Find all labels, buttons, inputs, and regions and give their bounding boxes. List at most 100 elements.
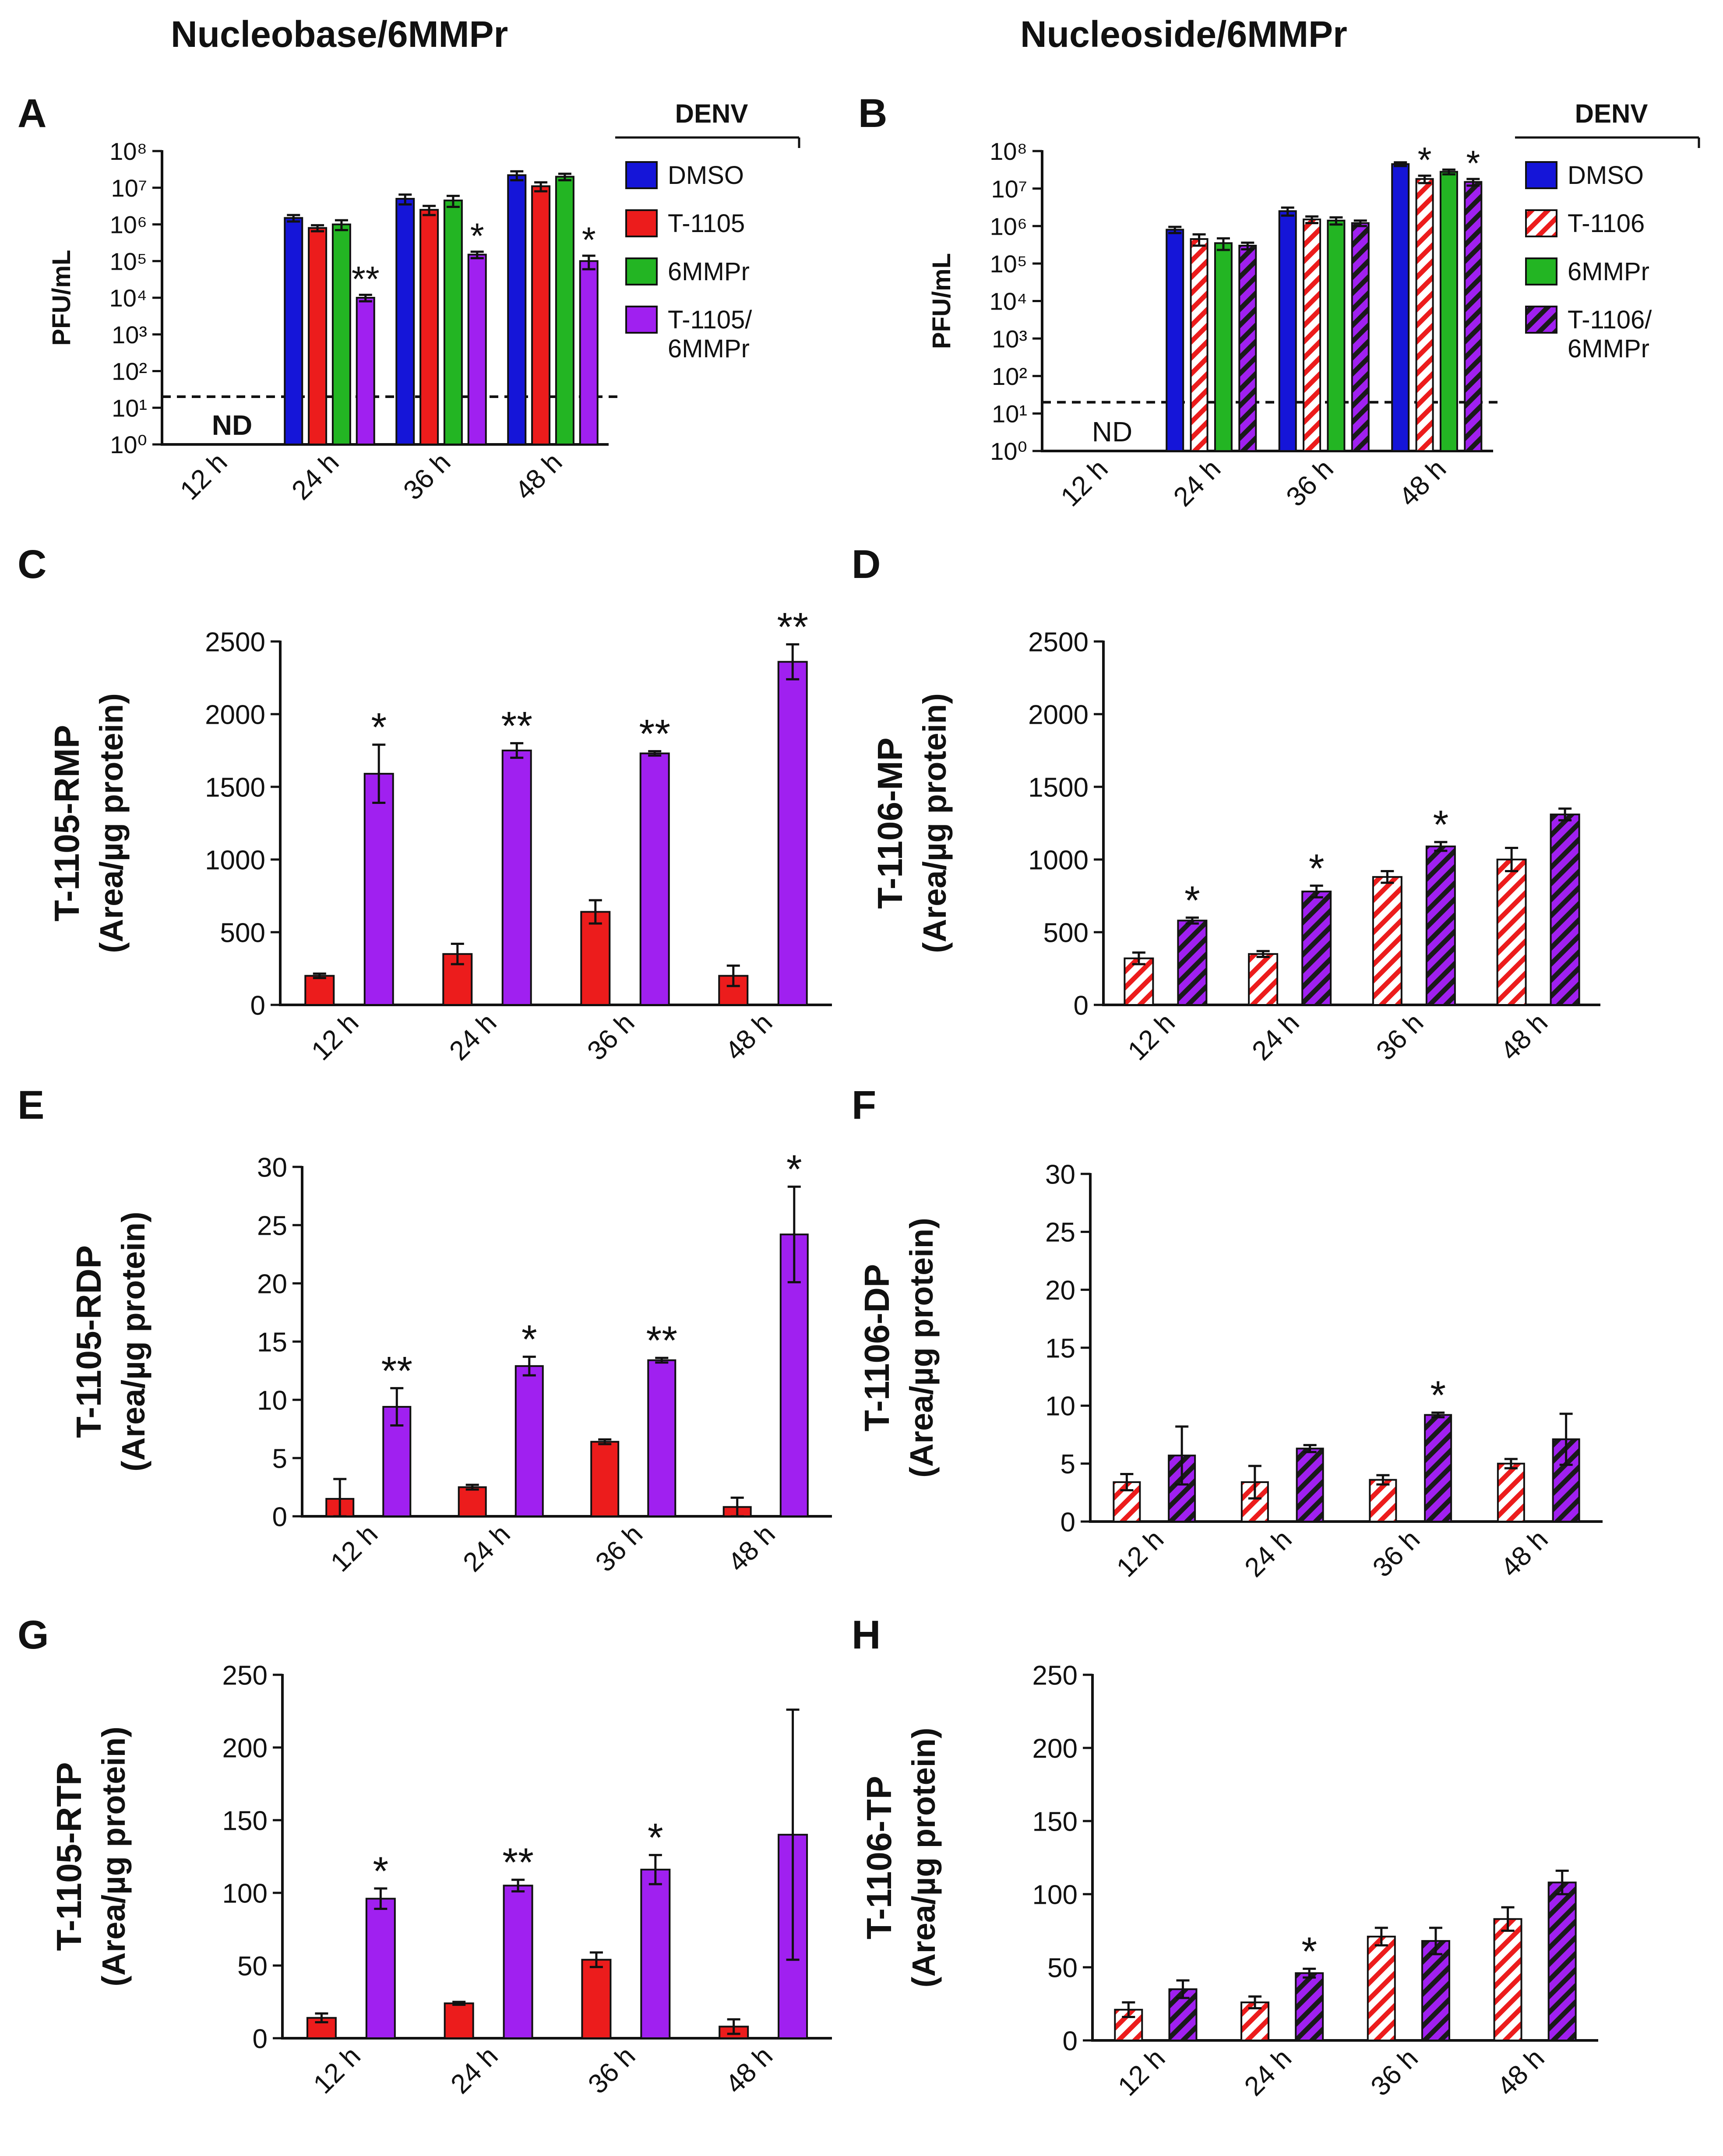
- y-tick-label-B: 10⁷: [991, 175, 1027, 203]
- bar-H-T1106-3: [1493, 1918, 1522, 2041]
- y-tick-label-B: 10¹: [992, 400, 1027, 428]
- legend-swatch-B-0: [1525, 161, 1557, 189]
- y-tick-label-A: 10¹: [112, 394, 147, 422]
- panel-letter-G: G: [18, 1613, 49, 1657]
- y-tick-label-D: 2500: [1028, 627, 1089, 657]
- significance-marker-G: *: [373, 1849, 388, 1894]
- bar-E-T11056MMPr-2: [647, 1359, 677, 1518]
- bar-B-T1106-2: [1303, 218, 1321, 452]
- significance-marker-A: *: [582, 220, 596, 260]
- significance-marker-F: *: [1430, 1373, 1446, 1418]
- y-tick-label-D: 500: [1043, 918, 1089, 948]
- y-tick-label-H: 100: [1032, 1880, 1078, 1910]
- chart-panel-D: D 0 500 1000 1500 2000 2500 T-1106-MP (Area/µg p…: [852, 542, 1600, 1066]
- y-axis-sublabel-H: (Area/µg protein): [906, 1728, 942, 1988]
- bar-C-T1105-2: [580, 911, 611, 1006]
- bar-G-T11056MMPr-2: [640, 1868, 671, 2039]
- significance-marker-B: *: [1418, 140, 1432, 180]
- y-tick-label-A: 10⁶: [110, 211, 147, 239]
- legend-swatch-A-3: [625, 306, 658, 334]
- panel-letter-B: B: [858, 91, 887, 136]
- bar-C-T11056MMPr-1: [501, 750, 532, 1006]
- y-axis-sublabel-G: (Area/µg protein): [95, 1726, 132, 1987]
- bar-G-T11056MMPr-0: [365, 1898, 396, 2039]
- x-tick-label-G: 12 h: [308, 2041, 366, 2100]
- right-column-title: Nucleoside/6MMPr: [1020, 14, 1347, 55]
- y-axis-label-C: T-1105-RMP: [47, 725, 86, 921]
- bar-F-T1106-2: [1369, 1479, 1397, 1522]
- y-axis-label-A: PFU/mL: [47, 250, 76, 345]
- x-tick-label-C: 48 h: [719, 1008, 778, 1066]
- y-tick-label-G: 50: [237, 1951, 268, 1981]
- y-tick-label-B: 10⁴: [990, 288, 1027, 315]
- bar-E-T1105-2: [590, 1441, 620, 1518]
- y-tick-label-A: 10²: [112, 358, 147, 385]
- panel-letter-D: D: [852, 542, 881, 587]
- bar-A-T1105-3: [531, 185, 551, 445]
- y-tick-label-A: 10³: [112, 321, 147, 349]
- bar-A-DMSO-2: [395, 197, 415, 446]
- x-tick-label-H: 36 h: [1365, 2043, 1424, 2102]
- x-tick-label-G: 48 h: [720, 2041, 779, 2100]
- x-tick-label-D: 48 h: [1495, 1008, 1554, 1066]
- significance-marker-A: **: [352, 259, 380, 299]
- y-axis-sublabel-C: (Area/µg protein): [93, 693, 130, 953]
- significance-marker-E: *: [521, 1318, 537, 1362]
- x-tick-label-D: 24 h: [1246, 1008, 1305, 1066]
- x-tick-label-A: 12 h: [174, 447, 233, 506]
- y-tick-label-E: 0: [272, 1502, 287, 1532]
- y-tick-label-F: 5: [1061, 1449, 1075, 1480]
- significance-marker-E: **: [381, 1349, 412, 1393]
- y-tick-label-H: 200: [1032, 1733, 1078, 1764]
- bar-F-T1106-1: [1240, 1481, 1269, 1523]
- bar-A-DMSO-3: [507, 174, 527, 446]
- legend-swatch-A-2: [625, 257, 658, 285]
- x-tick-label-A: 48 h: [509, 447, 568, 506]
- x-tick-label-B: 12 h: [1055, 454, 1114, 512]
- y-tick-label-B: 10³: [992, 325, 1027, 352]
- legend-title-B: DENV: [1575, 99, 1648, 128]
- legend-swatch-A-1: [625, 209, 658, 237]
- y-tick-label-D: 1000: [1028, 845, 1089, 875]
- bar-A-6MMPr-2: [443, 199, 463, 445]
- x-tick-label-F: 36 h: [1367, 1524, 1426, 1583]
- y-tick-label-C: 1500: [205, 772, 265, 803]
- panel-letter-C: C: [18, 542, 46, 587]
- bar-E-T1105-1: [458, 1486, 487, 1517]
- y-axis-label-B: PFU/mL: [927, 253, 956, 349]
- legend-label-B-0: DMSO: [1568, 161, 1644, 190]
- y-tick-label-E: 25: [257, 1211, 287, 1241]
- y-tick-label-C: 2000: [205, 700, 265, 730]
- nd-label-B: ND: [1092, 416, 1132, 447]
- y-tick-label-C: 1000: [205, 845, 265, 875]
- y-tick-label-G: 0: [253, 2024, 268, 2054]
- x-tick-label-B: 24 h: [1168, 454, 1226, 512]
- y-tick-label-E: 10: [257, 1385, 287, 1416]
- y-tick-label-C: 500: [220, 918, 265, 948]
- bar-B-DMSO-3: [1391, 163, 1410, 452]
- y-tick-label-A: 10⁴: [109, 284, 147, 312]
- x-tick-label-H: 12 h: [1112, 2043, 1171, 2102]
- bar-D-T1106-0: [1124, 957, 1154, 1006]
- bar-B-6MMPr-2: [1327, 219, 1346, 452]
- panel-letter-H: H: [852, 1613, 881, 1657]
- legend-swatch-B-1: [1525, 209, 1557, 237]
- y-tick-label-F: 20: [1045, 1275, 1075, 1306]
- x-tick-label-E: 24 h: [458, 1519, 516, 1578]
- legend-swatch-A-0: [625, 161, 658, 189]
- significance-marker-A: *: [470, 216, 484, 256]
- bar-B-T11066MMPr-3: [1464, 181, 1483, 452]
- bar-A-T11056MMPr-1: [356, 297, 375, 445]
- y-tick-label-H: 50: [1047, 1953, 1078, 1983]
- left-column-title: Nucleobase/6MMPr: [171, 14, 508, 55]
- bar-H-T11066MMPr-2: [1421, 1940, 1450, 2041]
- chart-panel-C: C 0 500 1000 1500 2000 2500 T-1105-RMP (Area/µg …: [18, 542, 832, 1066]
- y-tick-label-G: 100: [222, 1878, 268, 1909]
- y-tick-label-B: 10⁵: [990, 250, 1027, 278]
- panel-letter-E: E: [18, 1083, 44, 1127]
- bar-C-T11056MMPr-3: [777, 661, 808, 1006]
- x-tick-label-G: 36 h: [582, 2041, 641, 2100]
- legend-label-A-0: DMSO: [668, 161, 744, 190]
- significance-marker-H: *: [1301, 1929, 1317, 1974]
- legend-swatch-B-2: [1525, 257, 1557, 285]
